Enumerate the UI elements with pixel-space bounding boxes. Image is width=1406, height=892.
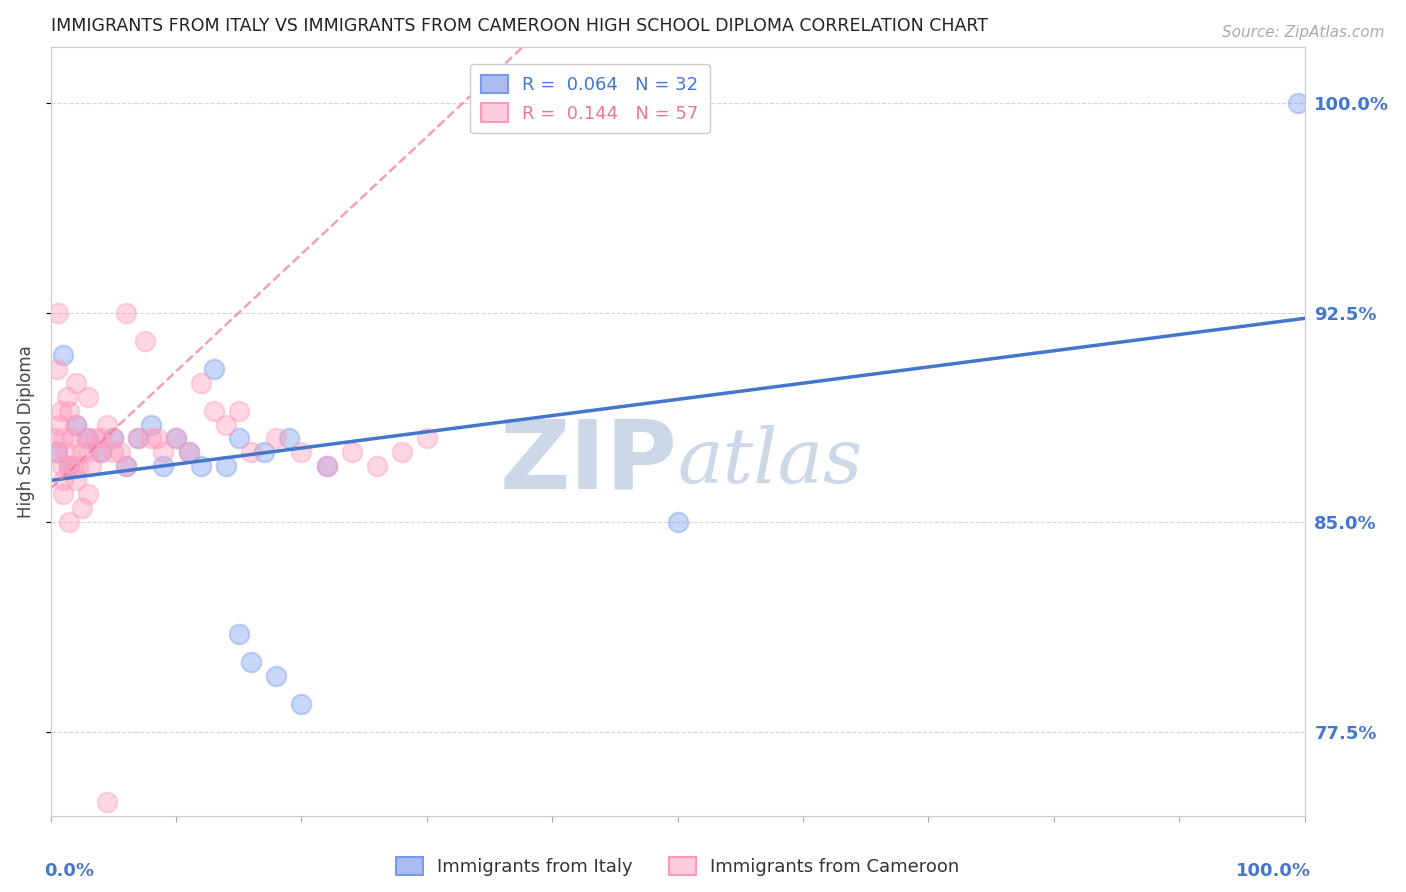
- Point: [115, 459, 138, 474]
- Point: [52, 474, 75, 488]
- Point: [90, 432, 112, 446]
- Point: [77, 487, 100, 501]
- Point: [58, 403, 80, 417]
- Point: [134, 334, 156, 348]
- Point: [52, 348, 75, 362]
- Point: [65, 376, 87, 390]
- Text: ZIP: ZIP: [499, 416, 678, 508]
- Point: [139, 417, 162, 432]
- Point: [1286, 96, 1309, 111]
- Point: [70, 501, 93, 516]
- Point: [77, 432, 100, 446]
- Point: [202, 361, 225, 376]
- Point: [240, 445, 263, 459]
- Point: [127, 432, 149, 446]
- Point: [103, 432, 125, 446]
- Point: [277, 432, 299, 446]
- Point: [60, 432, 83, 446]
- Point: [55, 445, 77, 459]
- Point: [165, 432, 187, 446]
- Point: [266, 432, 288, 446]
- Point: [96, 795, 118, 809]
- Point: [127, 432, 149, 446]
- Point: [266, 669, 288, 683]
- Point: [391, 445, 413, 459]
- Point: [65, 474, 87, 488]
- Point: [77, 445, 100, 459]
- Point: [52, 432, 75, 446]
- Point: [45, 445, 67, 459]
- Point: [52, 487, 75, 501]
- Point: [65, 417, 87, 432]
- Point: [190, 459, 212, 474]
- Point: [165, 432, 187, 446]
- Point: [253, 445, 276, 459]
- Y-axis label: High School Diploma: High School Diploma: [17, 345, 35, 518]
- Point: [146, 432, 169, 446]
- Text: 100.0%: 100.0%: [1236, 862, 1310, 880]
- Legend: Immigrants from Italy, Immigrants from Cameroon: Immigrants from Italy, Immigrants from C…: [388, 850, 967, 883]
- Point: [44, 432, 66, 446]
- Point: [177, 445, 200, 459]
- Point: [152, 459, 174, 474]
- Text: 0.0%: 0.0%: [45, 862, 94, 880]
- Point: [58, 459, 80, 474]
- Point: [103, 445, 125, 459]
- Point: [315, 459, 337, 474]
- Point: [46, 306, 69, 320]
- Text: IMMIGRANTS FROM ITALY VS IMMIGRANTS FROM CAMEROON HIGH SCHOOL DIPLOMA CORRELATIO: IMMIGRANTS FROM ITALY VS IMMIGRANTS FROM…: [51, 17, 987, 35]
- Point: [67, 459, 90, 474]
- Point: [290, 697, 312, 711]
- Point: [48, 417, 70, 432]
- Point: [315, 459, 337, 474]
- Point: [58, 459, 80, 474]
- Point: [228, 432, 250, 446]
- Point: [228, 403, 250, 417]
- Point: [340, 445, 363, 459]
- Point: [366, 459, 388, 474]
- Point: [77, 390, 100, 404]
- Point: [51, 459, 73, 474]
- Point: [152, 445, 174, 459]
- Point: [58, 516, 80, 530]
- Point: [240, 655, 263, 669]
- Point: [75, 432, 97, 446]
- Point: [90, 445, 112, 459]
- Point: [56, 390, 79, 404]
- Point: [202, 403, 225, 417]
- Point: [190, 376, 212, 390]
- Point: [45, 361, 67, 376]
- Point: [90, 445, 112, 459]
- Point: [416, 432, 439, 446]
- Point: [96, 417, 118, 432]
- Point: [62, 459, 84, 474]
- Point: [108, 445, 131, 459]
- Point: [49, 403, 72, 417]
- Point: [177, 445, 200, 459]
- Point: [290, 445, 312, 459]
- Point: [228, 627, 250, 641]
- Point: [103, 432, 125, 446]
- Point: [80, 459, 103, 474]
- Point: [83, 432, 105, 446]
- Point: [70, 445, 93, 459]
- Point: [139, 432, 162, 446]
- Point: [215, 459, 238, 474]
- Point: [65, 417, 87, 432]
- Point: [666, 516, 689, 530]
- Text: atlas: atlas: [678, 425, 863, 500]
- Text: Source: ZipAtlas.com: Source: ZipAtlas.com: [1222, 25, 1385, 40]
- Point: [115, 306, 138, 320]
- Point: [45, 445, 67, 459]
- Point: [115, 459, 138, 474]
- Point: [215, 417, 238, 432]
